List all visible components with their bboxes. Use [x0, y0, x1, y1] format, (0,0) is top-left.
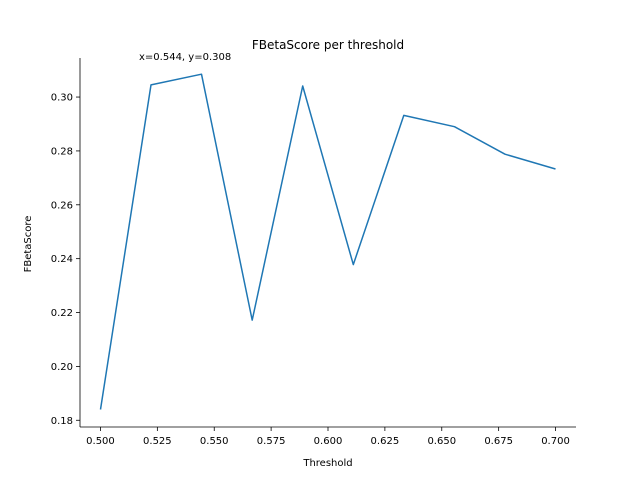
y-axis-label: FBetaScore: [23, 216, 34, 273]
x-axis-label: Threshold: [302, 458, 352, 469]
x-tick-label: 0.675: [484, 436, 513, 447]
y-tick-label: 0.22: [51, 308, 73, 319]
y-tick-label: 0.18: [51, 416, 73, 427]
x-tick-label: 0.550: [200, 436, 229, 447]
y-tick-label: 0.30: [51, 93, 73, 104]
y-tick-label: 0.20: [51, 362, 73, 373]
series: [99, 73, 556, 410]
x-tick-label: 0.700: [541, 436, 570, 447]
hover-annotation: x=0.544, y=0.308: [139, 52, 231, 63]
y-tick-label: 0.28: [51, 146, 73, 157]
x-tick-label: 0.575: [257, 436, 286, 447]
series-line: [99, 73, 556, 410]
x-tick-label: 0.500: [86, 436, 115, 447]
y-tick-label: 0.24: [51, 254, 73, 265]
chart-title: FBetaScore per threshold: [252, 38, 404, 52]
x-tick-label: 0.625: [371, 436, 400, 447]
x-tick-label: 0.650: [427, 436, 456, 447]
x-tick-label: 0.525: [143, 436, 172, 447]
y-tick-label: 0.26: [51, 200, 73, 211]
x-tick-label: 0.600: [314, 436, 343, 447]
ticks: 0.500 0.525 0.550 0.575 0.600 0.625 0.650 0.675…: [51, 93, 570, 447]
